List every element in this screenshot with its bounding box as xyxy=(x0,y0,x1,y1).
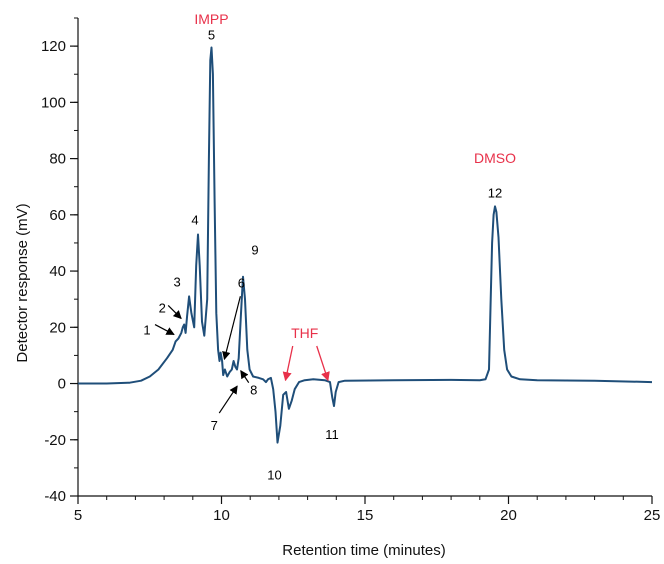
peak-label: 10 xyxy=(267,468,281,483)
x-tick-label: 15 xyxy=(357,507,374,524)
peak-label: 9 xyxy=(251,243,258,258)
peak-label: 5 xyxy=(208,28,215,43)
peak-arrow xyxy=(218,385,238,414)
peak-arrow xyxy=(240,369,250,383)
peak-label: 11 xyxy=(325,427,339,442)
y-tick-label: 80 xyxy=(49,151,66,168)
y-tick-label: -20 xyxy=(44,432,66,449)
thf-arrow-right xyxy=(316,345,330,382)
peak-label: 3 xyxy=(173,274,180,289)
y-tick-label: -40 xyxy=(44,488,66,505)
y-tick-label: 40 xyxy=(49,263,66,280)
solvent-annotation: DMSO xyxy=(474,150,516,166)
peak-label: 12 xyxy=(488,185,502,200)
solvent-annotation: THF xyxy=(291,325,318,341)
y-tick-label: 100 xyxy=(41,94,66,111)
x-tick-label: 5 xyxy=(74,507,82,524)
peak-label: 8 xyxy=(250,383,257,398)
y-tick-label: 60 xyxy=(49,207,66,224)
y-axis-title: Detector response (mV) xyxy=(14,203,31,362)
x-tick-label: 20 xyxy=(500,507,517,524)
peak-label: 1 xyxy=(143,323,150,338)
x-axis: 5 10 15 20 25 xyxy=(74,495,661,524)
peak-arrow xyxy=(154,324,175,336)
x-tick-label: 10 xyxy=(213,507,230,524)
peak-label: 6 xyxy=(238,275,245,290)
peak-arrow xyxy=(222,296,241,361)
peak-label: 7 xyxy=(211,418,218,433)
x-axis-title: Retention time (minutes) xyxy=(282,542,445,559)
y-tick-label: 0 xyxy=(58,376,66,393)
solvent-annotation: IMPP xyxy=(194,11,228,27)
x-tick-label: 25 xyxy=(644,507,661,524)
peak-arrows xyxy=(154,296,330,414)
y-tick-label: 120 xyxy=(41,38,66,55)
peak-label: 4 xyxy=(191,213,198,228)
peak-label: 2 xyxy=(159,300,166,315)
y-axis: -40 -20 0 20 40 60 80 100 120 xyxy=(41,17,79,505)
peak-arrow xyxy=(167,305,182,320)
thf-arrow-left xyxy=(282,345,294,382)
chromatogram-line xyxy=(78,46,653,444)
y-tick-label: 20 xyxy=(49,319,66,336)
